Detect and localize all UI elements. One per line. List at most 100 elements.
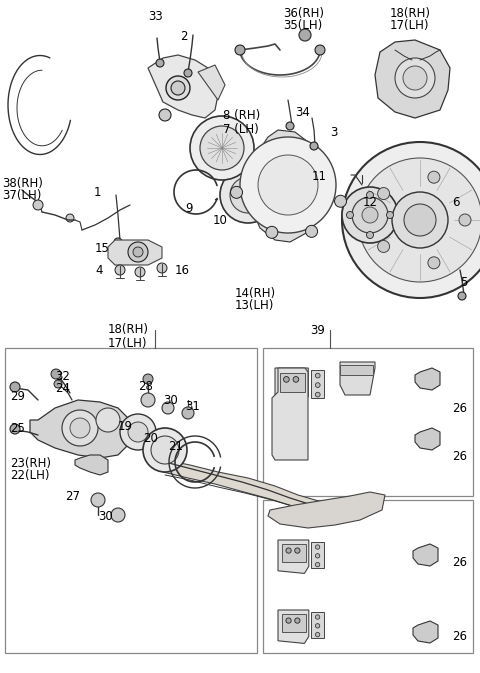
Text: 7 (LH): 7 (LH): [223, 122, 259, 135]
Polygon shape: [280, 373, 305, 392]
Polygon shape: [272, 368, 308, 460]
Circle shape: [115, 265, 125, 275]
Text: 5: 5: [460, 277, 468, 289]
Text: 12: 12: [363, 197, 378, 209]
Circle shape: [151, 436, 179, 464]
Circle shape: [240, 137, 336, 233]
Circle shape: [295, 548, 300, 553]
Circle shape: [458, 292, 466, 300]
Circle shape: [159, 109, 171, 121]
Circle shape: [315, 633, 320, 637]
Circle shape: [404, 204, 436, 236]
Circle shape: [266, 226, 278, 238]
Text: 8 (RH): 8 (RH): [223, 110, 260, 122]
Circle shape: [286, 618, 291, 623]
Polygon shape: [30, 400, 128, 458]
Polygon shape: [312, 542, 324, 568]
Circle shape: [459, 214, 471, 226]
Text: 24: 24: [55, 382, 70, 394]
Polygon shape: [268, 492, 385, 528]
Circle shape: [184, 69, 192, 77]
Polygon shape: [282, 544, 306, 562]
Text: 26: 26: [452, 450, 467, 462]
Circle shape: [315, 554, 320, 558]
Text: 37(LH): 37(LH): [2, 190, 41, 203]
Text: 32: 32: [55, 369, 70, 382]
Circle shape: [284, 377, 289, 382]
Circle shape: [51, 369, 61, 379]
Circle shape: [315, 383, 320, 388]
Circle shape: [33, 200, 43, 210]
Circle shape: [70, 418, 90, 438]
Polygon shape: [413, 621, 438, 643]
Circle shape: [315, 374, 320, 378]
Circle shape: [258, 155, 318, 215]
Text: 17(LH): 17(LH): [390, 20, 430, 32]
Polygon shape: [282, 614, 306, 632]
Circle shape: [392, 192, 448, 248]
Circle shape: [10, 424, 20, 434]
Text: 26: 26: [452, 402, 467, 415]
Circle shape: [111, 508, 125, 522]
Text: 13(LH): 13(LH): [235, 299, 275, 312]
Circle shape: [342, 142, 480, 298]
Circle shape: [295, 618, 300, 623]
Circle shape: [156, 59, 164, 67]
Circle shape: [235, 45, 245, 55]
Text: 26: 26: [452, 557, 467, 569]
Text: 36(RH): 36(RH): [283, 7, 324, 20]
Text: 33: 33: [148, 9, 163, 22]
Text: 3: 3: [330, 127, 337, 139]
Circle shape: [362, 207, 378, 223]
Text: 4: 4: [95, 264, 103, 277]
Text: 38(RH): 38(RH): [2, 176, 43, 190]
Circle shape: [299, 29, 311, 41]
Polygon shape: [163, 460, 345, 518]
Text: 17(LH): 17(LH): [108, 336, 147, 349]
Text: 16: 16: [175, 264, 190, 277]
Circle shape: [315, 45, 325, 55]
Circle shape: [342, 187, 398, 243]
Text: 31: 31: [185, 400, 200, 413]
Circle shape: [230, 186, 242, 199]
Polygon shape: [340, 362, 375, 395]
Circle shape: [220, 167, 276, 223]
Circle shape: [128, 242, 148, 262]
Text: 39: 39: [310, 324, 325, 336]
Polygon shape: [413, 544, 438, 566]
Circle shape: [293, 377, 299, 382]
Text: 15: 15: [95, 242, 110, 254]
Polygon shape: [75, 455, 108, 475]
Circle shape: [190, 116, 254, 180]
Circle shape: [286, 122, 294, 130]
Polygon shape: [278, 540, 309, 573]
Text: 11: 11: [312, 170, 327, 182]
Text: 27: 27: [65, 489, 80, 503]
Circle shape: [230, 177, 266, 213]
Polygon shape: [312, 612, 324, 638]
Text: 2: 2: [180, 30, 188, 42]
Circle shape: [395, 58, 435, 98]
Circle shape: [367, 192, 373, 199]
Circle shape: [335, 195, 347, 207]
Circle shape: [143, 428, 187, 472]
Circle shape: [171, 81, 185, 95]
Circle shape: [315, 392, 320, 397]
Circle shape: [66, 214, 74, 222]
Circle shape: [157, 263, 167, 273]
Circle shape: [347, 211, 353, 219]
Bar: [263, 500, 473, 653]
Circle shape: [367, 232, 373, 238]
Polygon shape: [340, 365, 373, 375]
Circle shape: [428, 171, 440, 183]
Circle shape: [386, 211, 394, 219]
Bar: [263, 348, 473, 496]
Text: 30: 30: [98, 509, 113, 522]
Text: 29: 29: [10, 390, 25, 402]
Polygon shape: [198, 65, 225, 100]
Text: 22(LH): 22(LH): [10, 470, 49, 483]
Text: 6: 6: [452, 197, 459, 209]
Bar: [5, 348, 257, 653]
Polygon shape: [252, 135, 320, 238]
Text: 19: 19: [118, 419, 133, 433]
